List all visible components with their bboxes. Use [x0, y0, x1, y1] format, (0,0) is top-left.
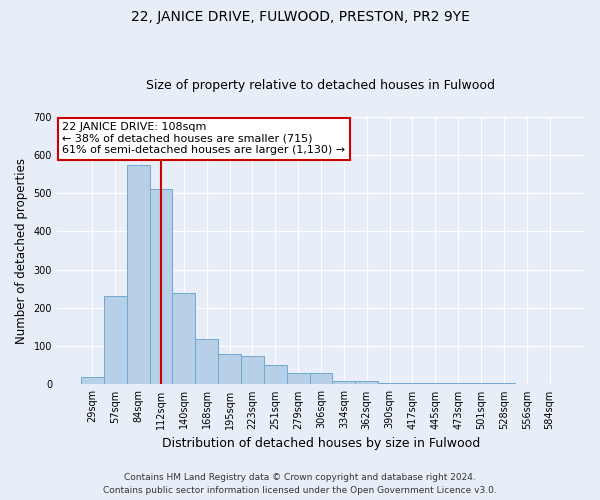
Bar	[241, 356, 264, 384]
Text: 22 JANICE DRIVE: 108sqm
← 38% of detached houses are smaller (715)
61% of semi-d: 22 JANICE DRIVE: 108sqm ← 38% of detache…	[62, 122, 346, 156]
Bar	[104, 296, 127, 384]
Bar	[195, 338, 218, 384]
Bar	[172, 292, 195, 384]
Bar	[127, 164, 149, 384]
X-axis label: Distribution of detached houses by size in Fulwood: Distribution of detached houses by size …	[162, 437, 480, 450]
Bar	[332, 380, 355, 384]
Bar	[81, 377, 104, 384]
Bar	[149, 190, 172, 384]
Bar	[218, 354, 241, 384]
Text: 22, JANICE DRIVE, FULWOOD, PRESTON, PR2 9YE: 22, JANICE DRIVE, FULWOOD, PRESTON, PR2 …	[131, 10, 469, 24]
Bar	[310, 373, 332, 384]
Bar	[401, 382, 424, 384]
Y-axis label: Number of detached properties: Number of detached properties	[15, 158, 28, 344]
Bar	[378, 382, 401, 384]
Title: Size of property relative to detached houses in Fulwood: Size of property relative to detached ho…	[146, 79, 496, 92]
Bar	[264, 366, 287, 384]
Bar	[355, 380, 378, 384]
Bar	[424, 382, 446, 384]
Bar	[446, 382, 470, 384]
Text: Contains HM Land Registry data © Crown copyright and database right 2024.
Contai: Contains HM Land Registry data © Crown c…	[103, 474, 497, 495]
Bar	[287, 373, 310, 384]
